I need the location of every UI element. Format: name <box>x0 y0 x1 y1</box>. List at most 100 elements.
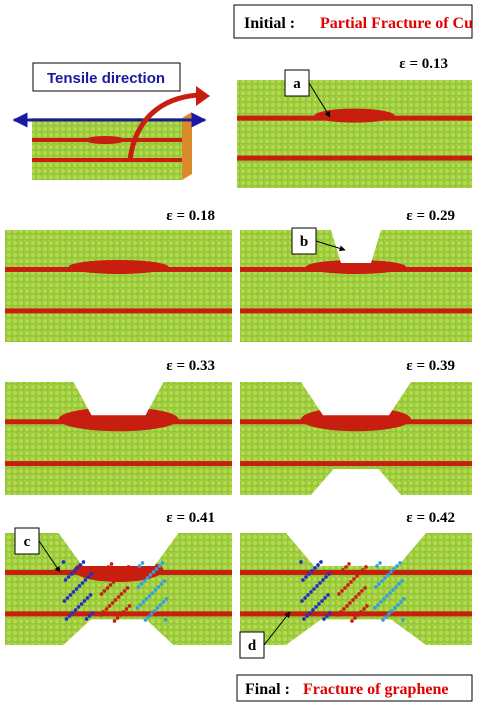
debris <box>155 567 159 571</box>
debris <box>313 566 317 570</box>
debris <box>364 565 368 569</box>
debris <box>358 571 362 575</box>
debris <box>308 611 312 615</box>
debris <box>76 566 80 570</box>
debris <box>151 591 155 595</box>
debris <box>361 568 365 572</box>
debris <box>384 615 388 619</box>
debris <box>327 572 331 576</box>
debris <box>328 611 332 615</box>
tag-label: b <box>300 234 308 250</box>
debris <box>145 597 149 601</box>
debris <box>303 596 307 600</box>
debris <box>380 579 384 583</box>
debris <box>350 619 354 623</box>
debris <box>156 606 160 610</box>
debris <box>86 596 90 600</box>
debris <box>362 607 366 611</box>
debris <box>344 565 348 569</box>
debris <box>139 603 143 607</box>
debris <box>356 613 360 617</box>
debris <box>347 562 351 566</box>
debris <box>138 564 142 568</box>
debris <box>354 595 358 599</box>
debris <box>100 592 104 596</box>
debris <box>116 616 120 620</box>
debris <box>393 606 397 610</box>
figure: Initial : Partial Fracture of Cu Tensile… <box>0 0 481 702</box>
debris <box>378 561 382 565</box>
debris <box>91 611 95 615</box>
debris <box>125 607 129 611</box>
strain-label: ε = 0.18 <box>166 208 215 224</box>
debris <box>109 583 113 587</box>
debris <box>351 598 355 602</box>
footer-title: Fracture of graphene <box>303 681 448 698</box>
debris <box>304 575 308 579</box>
debris <box>72 590 76 594</box>
debris <box>162 600 166 604</box>
debris <box>65 617 69 621</box>
debris <box>154 588 158 592</box>
debris <box>90 572 94 576</box>
debris <box>390 609 394 613</box>
atoms <box>5 230 232 342</box>
debris <box>75 587 79 591</box>
debris <box>164 618 168 622</box>
debris <box>398 561 402 565</box>
header-prefix: Initial : <box>244 15 295 32</box>
debris <box>69 593 73 597</box>
debris <box>309 590 313 594</box>
debris <box>126 586 130 590</box>
debris <box>148 594 152 598</box>
debris <box>373 606 377 610</box>
inset-label: Tensile direction <box>47 70 165 87</box>
graphene-lower <box>5 611 232 616</box>
debris <box>101 571 105 575</box>
debris <box>316 563 320 567</box>
debris <box>137 585 141 589</box>
debris <box>141 561 145 565</box>
debris <box>301 578 305 582</box>
debris <box>343 586 347 590</box>
debris <box>302 617 306 621</box>
debris <box>110 562 114 566</box>
strain-label: ε = 0.42 <box>406 510 455 526</box>
graphene-upper <box>240 570 472 575</box>
debris <box>114 598 118 602</box>
md-snapshot <box>240 533 472 645</box>
debris <box>395 564 399 568</box>
debris <box>326 593 330 597</box>
debris <box>124 568 128 572</box>
debris <box>319 560 323 564</box>
debris <box>359 610 363 614</box>
debris <box>147 615 151 619</box>
debris <box>73 569 77 573</box>
debris <box>375 564 379 568</box>
debris <box>382 597 386 601</box>
debris <box>357 592 361 596</box>
debris <box>117 595 121 599</box>
debris <box>140 582 144 586</box>
debris <box>374 585 378 589</box>
atoms <box>237 80 472 188</box>
debris <box>401 618 405 622</box>
debris <box>111 601 115 605</box>
debris <box>311 608 315 612</box>
debris <box>71 611 75 615</box>
debris <box>84 578 88 582</box>
debris <box>342 607 346 611</box>
debris <box>320 599 324 603</box>
debris <box>310 569 314 573</box>
strain-label: ε = 0.39 <box>406 358 455 374</box>
debris <box>107 565 111 569</box>
graphene-lower <box>240 461 472 466</box>
debris <box>66 596 70 600</box>
debris <box>163 579 167 583</box>
debris <box>377 582 381 586</box>
md-snapshot <box>240 230 472 342</box>
debris <box>127 565 131 569</box>
debris <box>402 597 406 601</box>
debris <box>99 613 103 617</box>
debris <box>157 585 161 589</box>
